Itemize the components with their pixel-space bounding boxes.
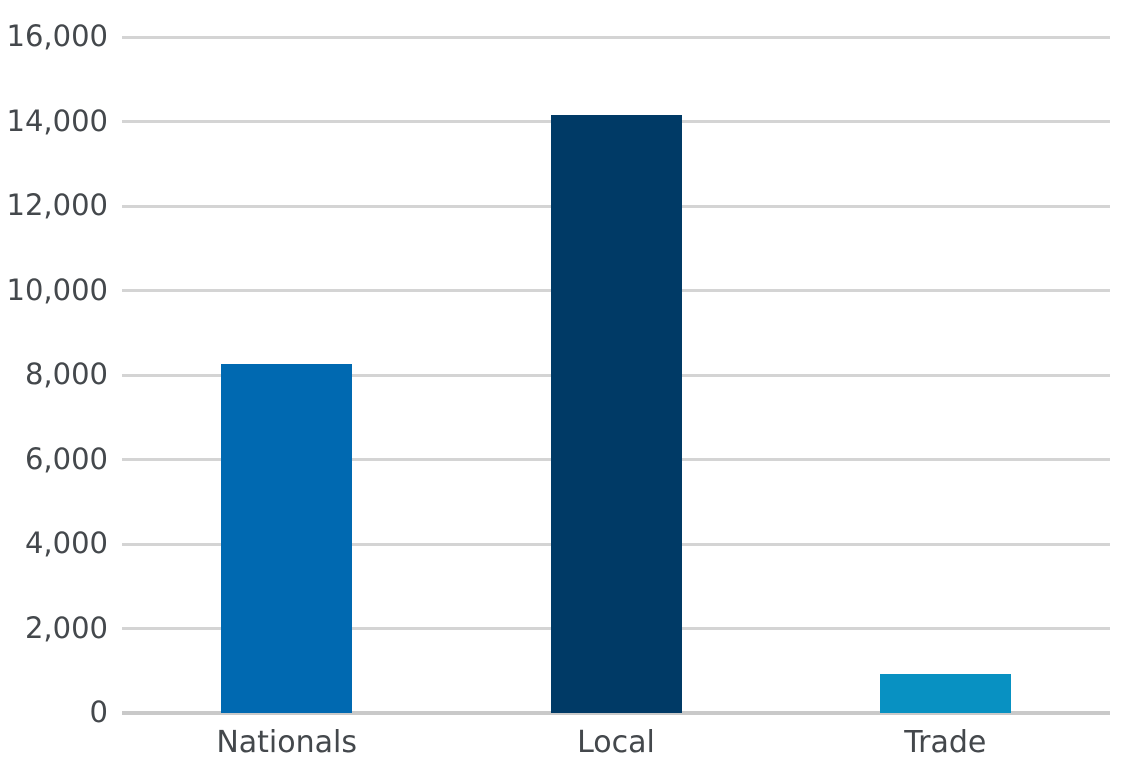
- x-category-label: Trade: [904, 725, 987, 760]
- y-tick-label: 8,000: [24, 357, 108, 391]
- bar-nationals: [221, 364, 353, 713]
- y-tick-label: 0: [89, 695, 108, 729]
- plot-area: [122, 35, 1110, 715]
- y-tick-label: 2,000: [24, 610, 108, 645]
- x-axis-line: [122, 711, 1110, 715]
- y-tick-label: 12,000: [6, 188, 108, 222]
- y-tick-label: 6,000: [24, 441, 108, 476]
- y-tick-label: 16,000: [6, 19, 108, 53]
- x-category-label: Local: [577, 725, 655, 760]
- bar-trade: [879, 673, 1011, 713]
- y-tick-label: 14,000: [6, 103, 108, 138]
- gridline: [122, 35, 1110, 39]
- x-category-label: Nationals: [216, 725, 357, 760]
- bar-local: [550, 115, 682, 713]
- y-tick-label: 4,000: [24, 526, 108, 560]
- y-tick-label: 10,000: [6, 272, 108, 307]
